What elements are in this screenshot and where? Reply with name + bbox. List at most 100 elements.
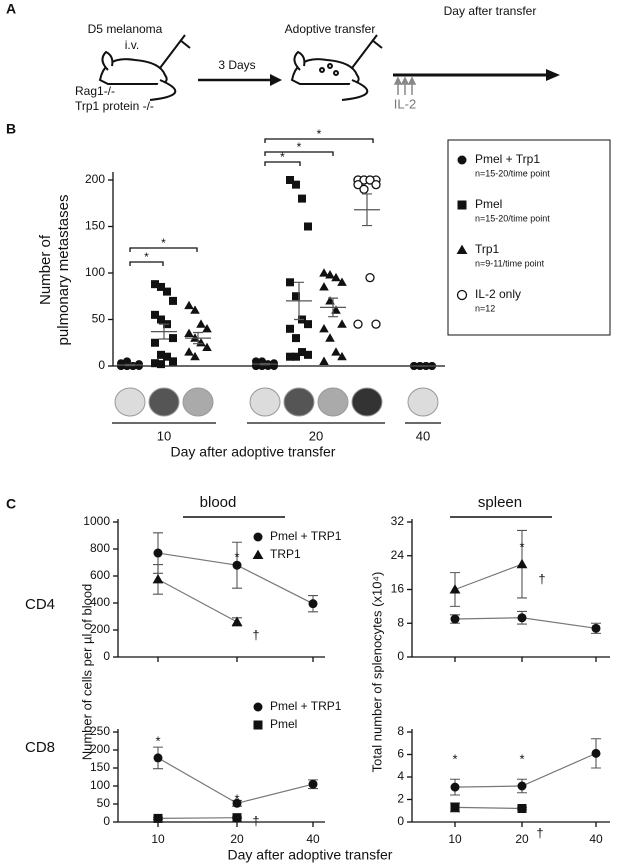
annotation: * bbox=[317, 127, 322, 141]
marker bbox=[286, 176, 294, 184]
row-label: CD8 bbox=[25, 739, 55, 756]
mouse bbox=[290, 34, 383, 101]
marker bbox=[286, 352, 294, 361]
sig-bracket bbox=[264, 138, 374, 143]
x-tick-label: 40 bbox=[416, 428, 430, 443]
x-axis-label: Day after adoptive transfer bbox=[228, 847, 393, 863]
y-tick-label: 0 bbox=[397, 649, 404, 663]
marker bbox=[450, 782, 460, 792]
marker bbox=[319, 324, 329, 333]
marker bbox=[169, 357, 177, 366]
lung-image bbox=[114, 387, 146, 417]
panel-label: C bbox=[6, 496, 16, 512]
legend-box bbox=[447, 139, 611, 336]
y-tick-label: 6 bbox=[397, 747, 404, 761]
legend-note: n=9-11/time point bbox=[475, 258, 545, 268]
legend-label: Pmel + Trp1 bbox=[475, 152, 540, 166]
marker bbox=[184, 328, 194, 338]
annotation: * bbox=[297, 140, 302, 154]
marker bbox=[196, 319, 206, 328]
y-axis-label: Total number of splenocytes (x10⁴) bbox=[369, 572, 384, 773]
y-tick-label: 50 bbox=[92, 312, 106, 326]
legend-label: Pmel bbox=[270, 717, 297, 731]
label: IL-2 bbox=[394, 96, 416, 111]
marker bbox=[456, 289, 468, 301]
marker bbox=[157, 282, 165, 291]
x-tick-label: 20 bbox=[309, 428, 323, 443]
marker bbox=[298, 194, 306, 203]
marker bbox=[253, 532, 263, 542]
marker bbox=[591, 623, 601, 633]
annotation: * bbox=[452, 583, 457, 598]
lung-image bbox=[351, 387, 383, 417]
y-tick-label: 100 bbox=[85, 265, 105, 279]
marker bbox=[252, 357, 260, 366]
marker bbox=[365, 175, 375, 185]
annotation: * bbox=[144, 250, 149, 264]
column-title: spleen bbox=[478, 494, 522, 511]
marker bbox=[337, 351, 347, 361]
sig-bracket bbox=[129, 261, 164, 266]
marker bbox=[449, 584, 461, 594]
y-tick-label: 200 bbox=[85, 172, 105, 186]
annotation: * bbox=[519, 539, 524, 554]
marker bbox=[304, 222, 312, 231]
annotation: * bbox=[452, 751, 457, 766]
annotation: * bbox=[519, 751, 524, 766]
marker bbox=[516, 558, 528, 569]
marker bbox=[123, 357, 131, 366]
marker bbox=[319, 268, 329, 277]
marker bbox=[184, 347, 194, 356]
marker bbox=[517, 613, 527, 623]
marker bbox=[157, 315, 165, 324]
marker bbox=[231, 616, 243, 626]
x-tick-label: 20 bbox=[515, 832, 529, 846]
lung-image bbox=[182, 387, 214, 417]
il2-arrows bbox=[393, 76, 417, 95]
marker bbox=[157, 360, 165, 369]
mouse bbox=[98, 34, 191, 101]
lung-image bbox=[249, 387, 281, 417]
marker bbox=[253, 702, 263, 712]
y-tick-label: 0 bbox=[397, 814, 404, 828]
marker bbox=[457, 200, 467, 210]
series-line bbox=[454, 806, 523, 810]
annotation: † bbox=[252, 813, 259, 828]
y-tick-label: 0 bbox=[103, 649, 110, 663]
error-bar bbox=[362, 193, 372, 227]
marker bbox=[517, 804, 527, 813]
y-tick-label: 150 bbox=[90, 760, 110, 774]
y-tick-label: 16 bbox=[391, 582, 405, 596]
x-axis-label: Day after adoptive transfer bbox=[171, 444, 336, 460]
legend-label: TRP1 bbox=[270, 547, 301, 561]
marker bbox=[152, 573, 164, 584]
annotation: * bbox=[161, 236, 166, 250]
x-tick-label: 10 bbox=[157, 428, 171, 443]
marker bbox=[371, 319, 381, 329]
sig-bracket bbox=[264, 161, 301, 166]
marker bbox=[325, 333, 335, 342]
series-line bbox=[157, 817, 238, 819]
legend-label: Pmel + TRP1 bbox=[270, 699, 342, 713]
marker bbox=[450, 614, 460, 624]
y-axis-label: Number of cells per µl of blood bbox=[79, 584, 94, 761]
label: D5 melanoma bbox=[88, 22, 163, 36]
marker bbox=[232, 798, 242, 808]
marker bbox=[151, 338, 159, 347]
y-tick-label: 100 bbox=[90, 778, 110, 792]
series-line bbox=[454, 563, 523, 591]
marker bbox=[135, 360, 143, 369]
marker bbox=[365, 272, 375, 283]
marker bbox=[232, 560, 242, 570]
marker bbox=[190, 305, 200, 314]
annotation: † bbox=[538, 571, 545, 586]
y-axis-label: pulmonary metastases bbox=[55, 195, 72, 346]
y-tick-label: 0 bbox=[103, 814, 110, 828]
annotation: * bbox=[280, 150, 285, 164]
marker bbox=[232, 813, 242, 823]
marker bbox=[151, 310, 159, 319]
y-tick-label: 150 bbox=[85, 219, 105, 233]
label: Trp1 protein -/- bbox=[75, 99, 154, 113]
lung-image bbox=[283, 387, 315, 417]
